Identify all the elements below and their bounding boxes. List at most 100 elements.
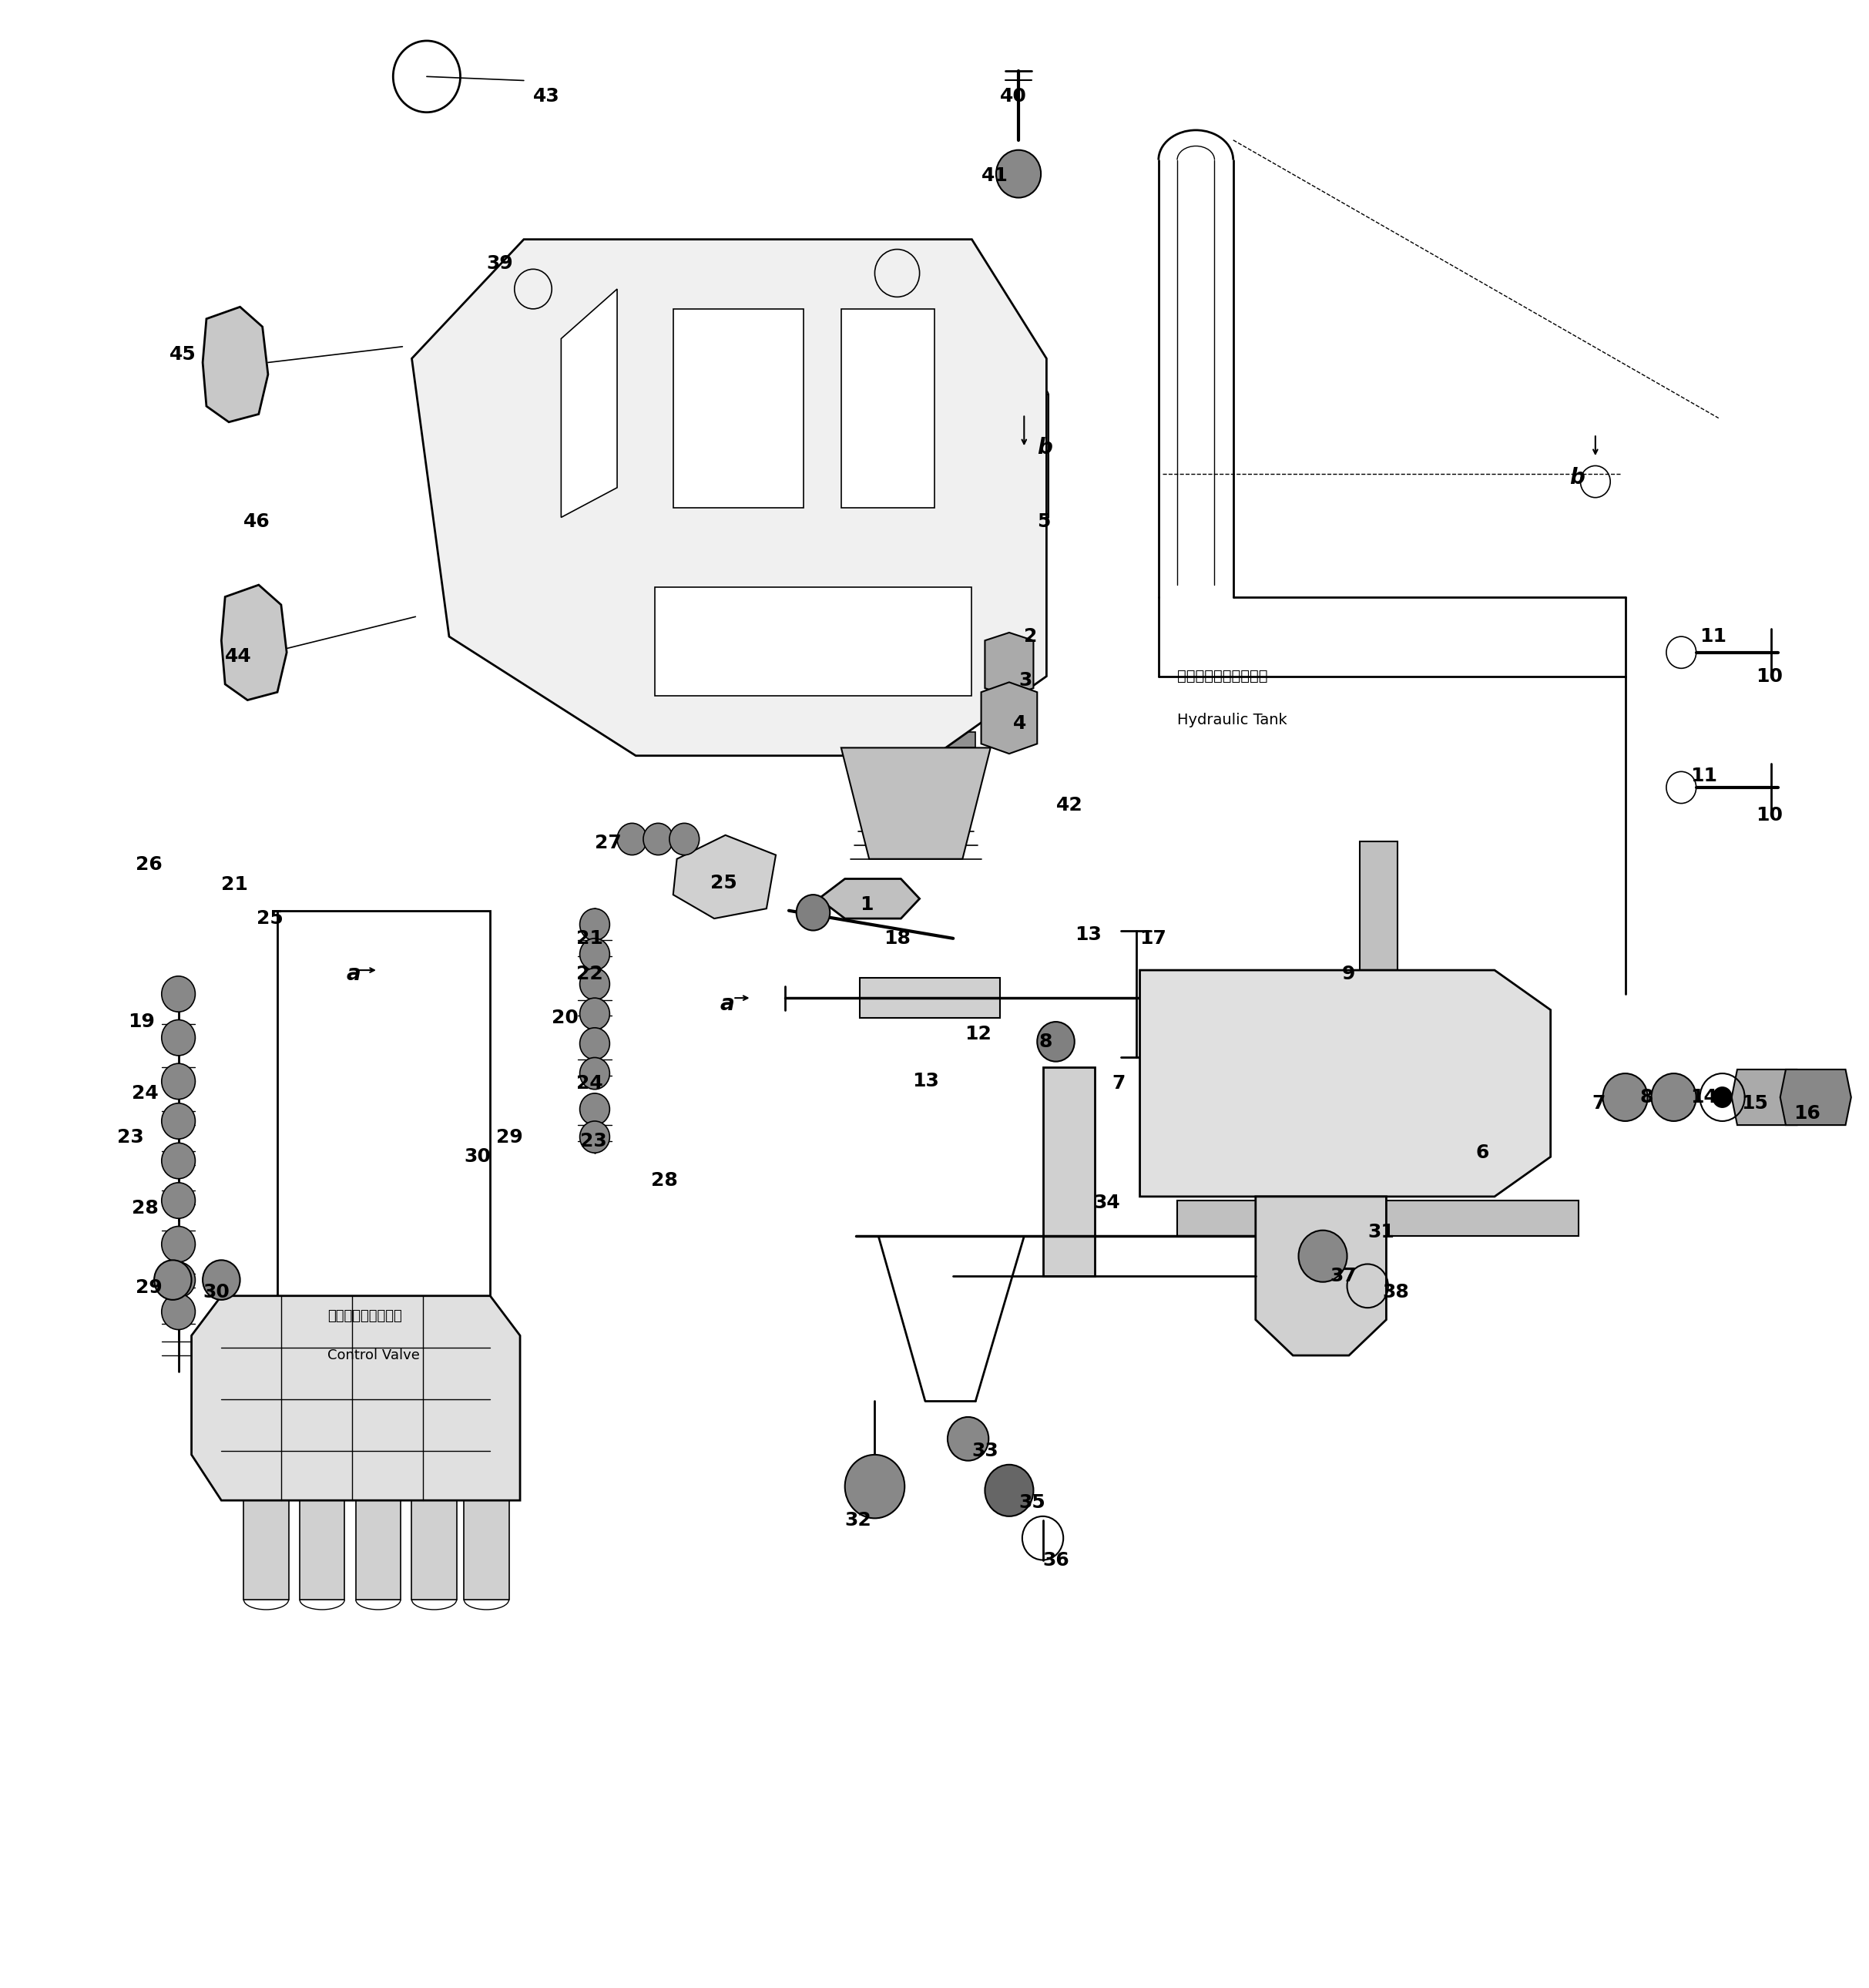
Polygon shape [841, 747, 991, 859]
Text: 5: 5 [1037, 513, 1050, 531]
Text: 22: 22 [576, 964, 604, 984]
Bar [411, 1501, 456, 1600]
Text: 21: 21 [221, 875, 249, 895]
Text: 14: 14 [1691, 1087, 1718, 1107]
Circle shape [1604, 1074, 1648, 1121]
Polygon shape [1140, 970, 1551, 1197]
Circle shape [845, 1455, 905, 1519]
Polygon shape [673, 308, 804, 507]
Circle shape [161, 1294, 194, 1330]
Polygon shape [1256, 1197, 1387, 1356]
Polygon shape [1733, 1070, 1802, 1125]
Text: 39: 39 [486, 254, 514, 272]
Text: 10: 10 [1755, 805, 1783, 825]
Text: 10: 10 [1755, 668, 1783, 686]
Polygon shape [221, 584, 286, 700]
Circle shape [579, 968, 609, 1000]
Text: 9: 9 [1342, 964, 1355, 984]
Text: 8: 8 [1641, 1087, 1654, 1107]
Text: 28: 28 [650, 1171, 677, 1191]
Text: 26: 26 [135, 855, 163, 875]
Text: 25: 25 [710, 873, 736, 893]
Text: 1: 1 [860, 895, 873, 914]
Text: 13: 13 [912, 1072, 938, 1091]
Circle shape [1037, 1022, 1075, 1062]
Circle shape [202, 1260, 239, 1300]
Bar [299, 1501, 344, 1600]
Polygon shape [1779, 1070, 1850, 1125]
Circle shape [1714, 1087, 1733, 1107]
Circle shape [669, 823, 699, 855]
Polygon shape [202, 306, 267, 421]
Bar [860, 978, 1000, 1018]
Circle shape [161, 1183, 194, 1219]
Text: Control Valve: Control Valve [327, 1348, 421, 1362]
Bar [243, 1501, 288, 1600]
Circle shape [1299, 1231, 1348, 1282]
Text: 32: 32 [845, 1511, 871, 1529]
Text: コントロールバルブ: コントロールバルブ [327, 1308, 402, 1322]
Circle shape [161, 1064, 194, 1099]
Circle shape [985, 1465, 1034, 1517]
Text: b: b [1570, 467, 1585, 489]
Text: 33: 33 [972, 1441, 998, 1459]
Polygon shape [819, 879, 920, 918]
Text: 23: 23 [579, 1131, 607, 1151]
Text: 11: 11 [1701, 628, 1727, 646]
Circle shape [161, 976, 194, 1012]
Text: 12: 12 [964, 1024, 991, 1044]
Bar [1000, 394, 1049, 517]
Bar [1043, 1068, 1095, 1276]
Circle shape [579, 909, 609, 940]
Circle shape [161, 1020, 194, 1056]
Text: 16: 16 [1792, 1103, 1820, 1123]
Text: 29: 29 [135, 1278, 163, 1296]
Text: 42: 42 [1056, 795, 1082, 815]
Polygon shape [654, 586, 972, 696]
Circle shape [796, 895, 830, 930]
Circle shape [996, 149, 1041, 197]
Bar [355, 1501, 400, 1600]
Text: 13: 13 [1075, 924, 1101, 944]
Text: 6: 6 [1477, 1143, 1490, 1163]
Circle shape [161, 1227, 194, 1262]
Bar [991, 610, 1047, 634]
Text: 35: 35 [1019, 1493, 1045, 1511]
Text: b: b [1037, 437, 1052, 459]
Text: 18: 18 [884, 928, 910, 948]
Bar [1361, 841, 1398, 970]
Polygon shape [841, 308, 934, 507]
Text: 24: 24 [576, 1074, 604, 1093]
Text: 43: 43 [533, 87, 561, 105]
Text: 29: 29 [495, 1127, 523, 1147]
Text: 30: 30 [202, 1282, 230, 1300]
Circle shape [161, 1262, 194, 1298]
Text: 41: 41 [981, 167, 1007, 185]
Text: 37: 37 [1331, 1266, 1357, 1284]
Text: 31: 31 [1368, 1223, 1394, 1242]
Text: a: a [346, 964, 361, 984]
Text: 21: 21 [576, 928, 604, 948]
Text: 38: 38 [1383, 1282, 1409, 1300]
Text: 17: 17 [1140, 928, 1166, 948]
Circle shape [579, 1121, 609, 1153]
Polygon shape [985, 632, 1034, 696]
Circle shape [161, 1103, 194, 1139]
Polygon shape [411, 239, 1047, 755]
Bar [856, 732, 976, 747]
Circle shape [579, 1058, 609, 1089]
Polygon shape [673, 835, 776, 918]
Bar [464, 1501, 508, 1600]
Text: 44: 44 [224, 648, 252, 666]
Circle shape [579, 938, 609, 970]
Text: 34: 34 [1093, 1193, 1120, 1213]
Text: 23: 23 [118, 1127, 144, 1147]
Text: ハイドロリックタンク: ハイドロリックタンク [1177, 668, 1267, 684]
Text: 24: 24 [131, 1083, 159, 1103]
Text: a: a [720, 994, 735, 1014]
Circle shape [643, 823, 673, 855]
Circle shape [617, 823, 647, 855]
Polygon shape [191, 1296, 520, 1501]
Text: 25: 25 [256, 909, 284, 928]
Text: 30: 30 [464, 1147, 492, 1167]
